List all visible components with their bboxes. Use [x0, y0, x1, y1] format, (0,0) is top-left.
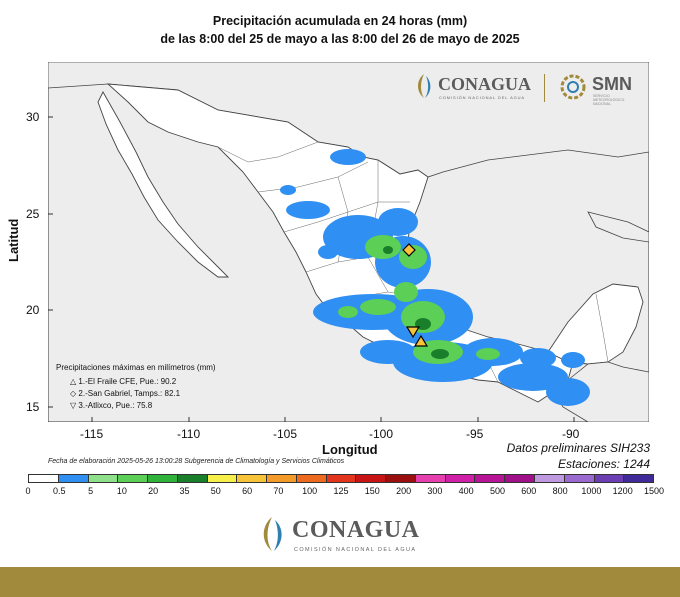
lon-tick-105: -105 [273, 427, 298, 441]
colorbar-swatch [58, 475, 89, 482]
colorbar-swatch [237, 475, 268, 482]
conagua-sub-bottom: COMISIÓN NACIONAL DEL AGUA [294, 547, 417, 553]
conagua-sub-top: COMISIÓN NACIONAL DEL AGUA [439, 95, 526, 100]
marker-san-gabriel [402, 243, 416, 257]
legend-title: Precipitaciones máximas en milímetros (m… [56, 363, 216, 372]
colorbar-swatch [207, 475, 238, 482]
colorbar-swatch [356, 475, 387, 482]
y-axis-title: Latitud [6, 218, 21, 262]
colorbar-label: 50 [210, 486, 221, 496]
lon-tick-100: -100 [369, 427, 394, 441]
triangle-up-icon: △ [70, 377, 77, 386]
triangle-down-icon: ▽ [70, 401, 77, 410]
lat-tick-15: 15 [26, 400, 40, 414]
cuba-land [587, 211, 649, 243]
map-title-line1: Precipitación acumulada en 24 horas (mm) [212, 14, 468, 28]
marker-atlixco [405, 326, 421, 339]
max-station-markers [402, 243, 429, 347]
smn-sub: SERVICIO METEOROLÓGICO NACIONAL [593, 94, 625, 106]
baja-california [97, 91, 230, 278]
lat-tick-25: 25 [26, 207, 40, 221]
colorbar-label: 60 [242, 486, 253, 496]
central-america [552, 361, 649, 422]
lon-tick-110: -110 [177, 427, 201, 441]
colorbar-swatch [505, 475, 536, 482]
lon-tick-95: -95 [466, 427, 484, 441]
precip-colorbar [28, 474, 654, 483]
legend-entry-text: 2.-San Gabriel, Tamps.: 82.1 [78, 389, 181, 398]
stations-count: Estaciones: 1244 [557, 457, 650, 471]
conagua-name-bottom: CONAGUA [292, 517, 420, 543]
elaboration-date: Fecha de elaboración 2025-05-26 13:00:28… [48, 458, 345, 465]
legend-entry: ▽ 3.-Atlixco, Pue.: 75.8 [56, 400, 216, 412]
colorbar-label: 300 [427, 486, 443, 496]
conagua-emblem-icon [263, 517, 282, 551]
colorbar-swatch [475, 475, 506, 482]
map-title-line2: de las 8:00 del 25 de mayo a las 8:00 de… [160, 32, 520, 46]
colorbar-label: 500 [489, 486, 506, 496]
colorbar-swatch [148, 475, 178, 482]
colorbar-label: 20 [148, 486, 159, 496]
x-axis-title: Longitud [322, 442, 378, 457]
lat-tick-20: 20 [26, 303, 40, 317]
colorbar-swatch [535, 475, 565, 482]
colorbar-label: 0.5 [53, 486, 66, 496]
legend-entry-text: 3.-Atlixco, Pue.: 75.8 [78, 401, 153, 410]
conagua-logo-icon [418, 74, 431, 98]
colorbar-label: 800 [552, 486, 568, 496]
colorbar-swatch [624, 475, 654, 482]
colorbar-swatch [564, 475, 595, 482]
yucatan-peninsula [547, 283, 644, 365]
colorbar-label: 10 [116, 486, 127, 496]
colorbar-label: 1500 [643, 486, 665, 496]
marker-el-fraile [413, 334, 429, 347]
diamond-icon: ◇ [70, 389, 77, 398]
footer-band [0, 567, 680, 597]
axis-ticks [48, 116, 575, 422]
colorbar-label: 200 [396, 486, 412, 496]
legend-entry: △ 1.-El Fraile CFE, Pue.: 90.2 [56, 376, 216, 388]
colorbar-swatch [415, 475, 446, 482]
colorbar-swatch [118, 475, 149, 482]
conagua-name-top: CONAGUA [438, 74, 531, 94]
colorbar-label: 150 [364, 486, 380, 496]
lat-tick-30: 30 [26, 110, 40, 124]
colorbar-swatch [326, 475, 357, 482]
colorbar-label: 5 [88, 486, 94, 496]
colorbar-swatch [177, 475, 208, 482]
colorbar-label: 0 [25, 486, 31, 496]
colorbar-swatch [29, 475, 59, 482]
smn-name: SMN [592, 74, 632, 94]
colorbar-swatch [445, 475, 476, 482]
colorbar-swatch [88, 475, 119, 482]
colorbar-label: 70 [273, 486, 284, 496]
lon-tick-90: -90 [562, 427, 580, 441]
lon-tick-115: -115 [80, 427, 104, 441]
precipitation-map [48, 62, 649, 422]
colorbar-swatch [386, 475, 416, 482]
colorbar-label: 125 [333, 486, 349, 496]
colorbar-label: 600 [521, 486, 537, 496]
colorbar-swatch [296, 475, 327, 482]
colorbar-label: 1200 [612, 486, 633, 496]
colorbar-label: 35 [179, 486, 190, 496]
colorbar-swatch [594, 475, 625, 482]
colorbar-swatch [267, 475, 297, 482]
colorbar-label: 400 [458, 486, 474, 496]
logo-divider [544, 74, 545, 102]
max-precip-legend: Precipitaciones máximas en milímetros (m… [56, 362, 216, 412]
smn-logo-icon [560, 74, 586, 100]
colorbar-label: 100 [302, 486, 318, 496]
legend-entry-text: 1.-El Fraile CFE, Pue.: 90.2 [78, 377, 177, 386]
legend-entry: ◇ 2.-San Gabriel, Tamps.: 82.1 [56, 388, 216, 400]
preliminary-data-note: Datos preliminares SIH233 [506, 441, 650, 455]
colorbar-label: 1000 [581, 486, 602, 496]
